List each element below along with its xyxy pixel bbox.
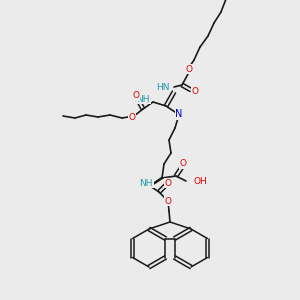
- Text: O: O: [191, 88, 199, 97]
- Text: O: O: [133, 92, 140, 100]
- Text: O: O: [185, 64, 193, 74]
- Text: N: N: [175, 109, 183, 119]
- Text: NH: NH: [140, 178, 153, 188]
- Text: HN: HN: [157, 82, 170, 91]
- Text: O: O: [164, 196, 172, 206]
- Text: O: O: [128, 113, 136, 122]
- Text: O: O: [164, 178, 172, 188]
- Text: O: O: [179, 160, 187, 169]
- Text: OH: OH: [193, 178, 207, 187]
- Text: NH: NH: [136, 94, 150, 103]
